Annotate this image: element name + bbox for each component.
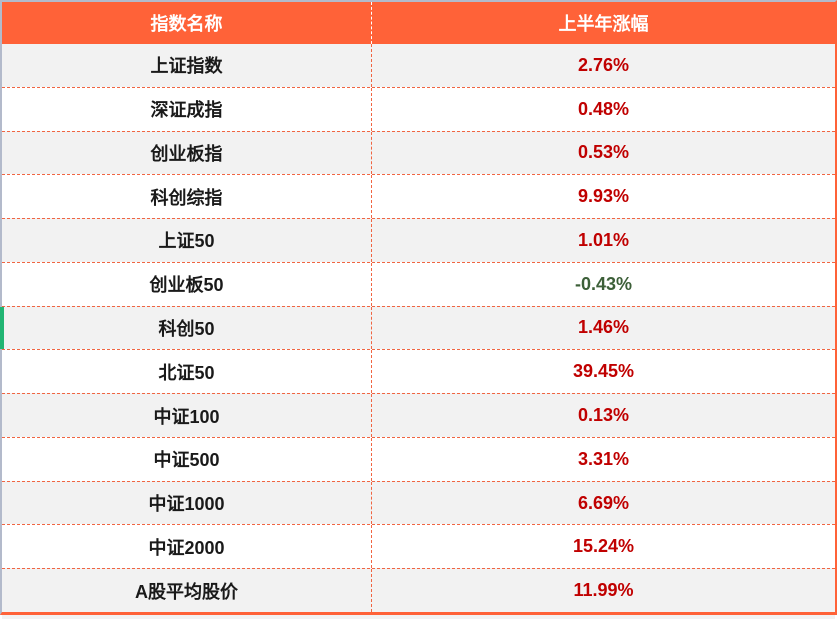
- table-header-row: 指数名称 上半年涨幅: [2, 2, 835, 44]
- index-name: 中证1000: [2, 481, 372, 525]
- table-row: 上证50 1.01%: [2, 218, 835, 262]
- index-change: 6.69%: [577, 492, 630, 513]
- table-row: 创业板指 0.53%: [2, 130, 835, 175]
- table-row: 科创综指 9.93%: [2, 174, 835, 219]
- index-change: 9.93%: [577, 186, 630, 207]
- index-change: 1.46%: [577, 317, 630, 338]
- column-header-index-name: 指数名称: [2, 2, 372, 44]
- table-row: 科创50 1.46%: [0, 305, 835, 350]
- index-change: 39.45%: [572, 361, 635, 382]
- index-name: 上证50: [2, 219, 372, 262]
- index-change: 0.48%: [577, 98, 630, 119]
- table-row: 中证500 3.31%: [2, 436, 835, 481]
- index-change: 1.01%: [577, 229, 630, 250]
- table-row: 中证1000 6.69%: [2, 480, 835, 525]
- index-name: 创业板指: [2, 131, 372, 175]
- index-name: 科创综指: [2, 175, 372, 219]
- index-name: 科创50: [2, 306, 372, 350]
- table-row: A股平均股价 11.99%: [2, 568, 835, 612]
- bottom-row-strip: [2, 615, 835, 619]
- table-row: 上证指数 2.76%: [2, 44, 835, 87]
- index-name: 中证100: [2, 394, 372, 437]
- index-change: -0.43%: [574, 273, 633, 294]
- index-change: 0.13%: [577, 405, 630, 425]
- index-name: 北证50: [2, 350, 372, 394]
- index-name: 上证指数: [2, 44, 372, 87]
- table-row: 创业板50 -0.43%: [2, 261, 835, 306]
- index-name: A股平均股价: [2, 569, 372, 612]
- table-row: 深证成指 0.48%: [2, 86, 835, 131]
- index-name: 中证500: [2, 437, 372, 481]
- table-row: 中证2000 15.24%: [2, 524, 835, 569]
- index-change: 11.99%: [573, 580, 634, 601]
- table-body: 上证指数 2.76% 深证成指 0.48% 创业板指 0.53% 科创综指 9.…: [0, 44, 835, 612]
- index-name: 中证2000: [2, 525, 372, 569]
- green-accent-bar: [0, 306, 4, 350]
- index-change: 3.31%: [577, 448, 630, 469]
- index-change: 0.53%: [577, 142, 630, 163]
- table-row: 北证50 39.45%: [2, 349, 835, 394]
- table-row: 中证100 0.13%: [2, 393, 835, 437]
- index-name: 创业板50: [2, 262, 372, 306]
- index-change: 2.76%: [577, 54, 630, 75]
- column-header-half-year-change: 上半年涨幅: [558, 14, 649, 34]
- index-change: 15.24%: [572, 536, 635, 557]
- index-name: 深证成指: [2, 87, 372, 131]
